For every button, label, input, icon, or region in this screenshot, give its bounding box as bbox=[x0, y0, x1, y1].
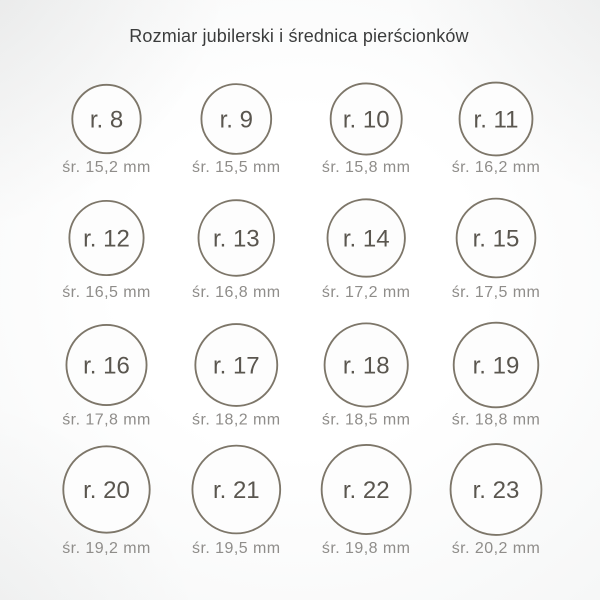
svg-text:r. 8: r. 8 bbox=[90, 106, 123, 133]
svg-text:r. 21: r. 21 bbox=[213, 477, 260, 504]
svg-text:r. 22: r. 22 bbox=[343, 477, 390, 504]
svg-text:śr. 15,5 mm: śr. 15,5 mm bbox=[192, 159, 281, 176]
svg-text:r. 11: r. 11 bbox=[474, 106, 519, 133]
svg-text:śr. 19,5 mm: śr. 19,5 mm bbox=[192, 540, 281, 557]
svg-text:śr. 16,5 mm: śr. 16,5 mm bbox=[62, 284, 151, 301]
svg-text:r. 9: r. 9 bbox=[220, 106, 253, 133]
svg-text:śr. 16,8 mm: śr. 16,8 mm bbox=[192, 284, 281, 301]
svg-text:r. 12: r. 12 bbox=[83, 225, 130, 252]
svg-text:r. 14: r. 14 bbox=[343, 225, 390, 252]
svg-text:śr. 19,8 mm: śr. 19,8 mm bbox=[322, 540, 411, 557]
svg-text:śr. 15,8 mm: śr. 15,8 mm bbox=[322, 159, 411, 176]
svg-text:śr. 17,2 mm: śr. 17,2 mm bbox=[322, 284, 411, 301]
svg-text:śr. 18,8 mm: śr. 18,8 mm bbox=[452, 412, 541, 429]
svg-text:r. 19: r. 19 bbox=[473, 352, 520, 379]
svg-text:śr. 19,2 mm: śr. 19,2 mm bbox=[62, 540, 151, 557]
svg-text:r. 17: r. 17 bbox=[213, 352, 260, 379]
svg-text:r. 10: r. 10 bbox=[343, 106, 390, 133]
svg-text:śr. 18,2 mm: śr. 18,2 mm bbox=[192, 412, 281, 429]
svg-text:r. 13: r. 13 bbox=[213, 225, 260, 252]
svg-text:Rozmiar jubilerski i średnica: Rozmiar jubilerski i średnica pierścionk… bbox=[129, 26, 469, 46]
svg-text:r. 23: r. 23 bbox=[473, 477, 520, 504]
svg-text:śr. 17,5 mm: śr. 17,5 mm bbox=[452, 284, 541, 301]
svg-text:śr. 17,8 mm: śr. 17,8 mm bbox=[62, 412, 151, 429]
svg-text:śr. 16,2 mm: śr. 16,2 mm bbox=[452, 159, 541, 176]
svg-text:r. 20: r. 20 bbox=[83, 477, 130, 504]
svg-text:r. 15: r. 15 bbox=[473, 225, 520, 252]
svg-text:r. 18: r. 18 bbox=[343, 352, 390, 379]
svg-text:śr. 20,2 mm: śr. 20,2 mm bbox=[452, 540, 541, 557]
svg-text:r. 16: r. 16 bbox=[83, 352, 130, 379]
svg-text:śr. 18,5 mm: śr. 18,5 mm bbox=[322, 412, 411, 429]
svg-text:śr. 15,2 mm: śr. 15,2 mm bbox=[62, 159, 151, 176]
